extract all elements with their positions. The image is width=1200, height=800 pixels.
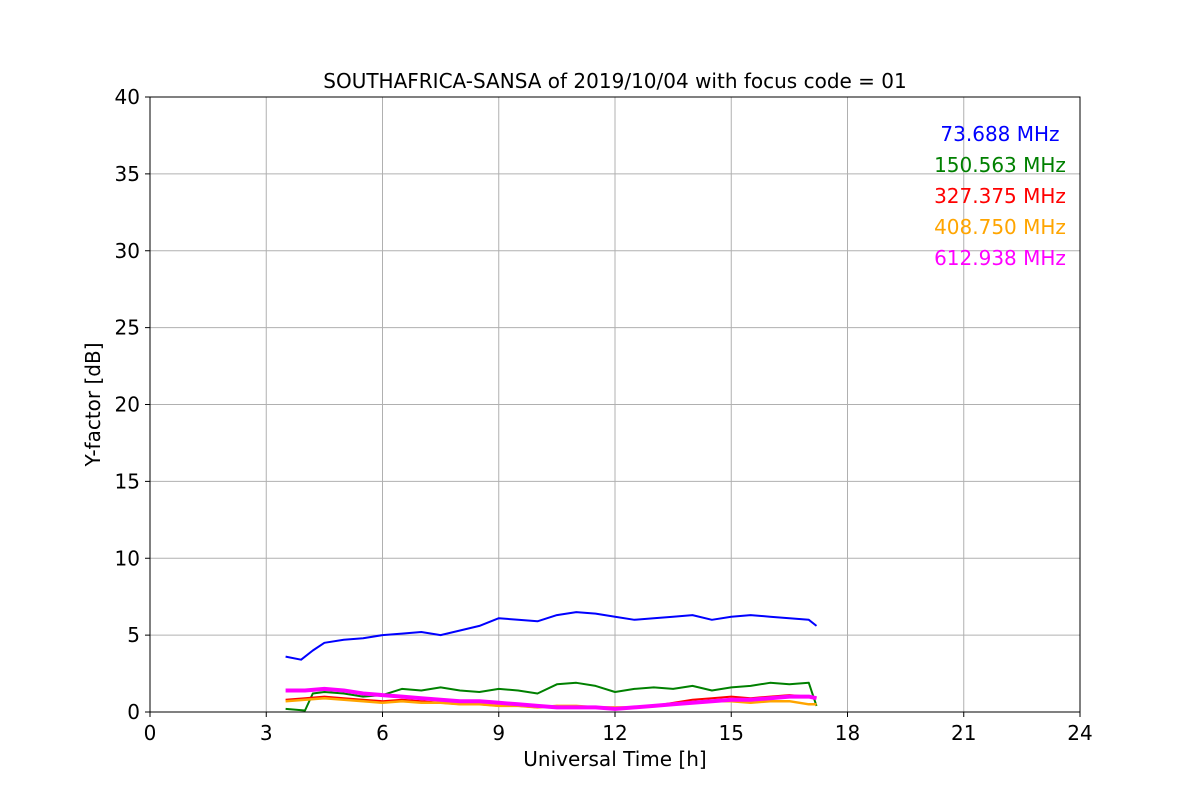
x-tick-label: 6 [376, 721, 389, 745]
y-tick-label: 20 [115, 393, 140, 417]
x-tick-label: 18 [835, 721, 860, 745]
series-line-2 [285, 681, 818, 712]
x-tick-label: 9 [492, 721, 505, 745]
legend-entry: 408.750 MHz [934, 215, 1066, 239]
series-line-5 [285, 686, 817, 711]
legend-entry: 150.563 MHz [934, 153, 1066, 177]
plot-lines [285, 611, 818, 712]
y-tick-label: 5 [127, 623, 140, 647]
x-tick-label: 3 [260, 721, 273, 745]
y-tick-label: 30 [115, 239, 140, 263]
axis-ticks: 0 3 6 9 12 15 18 21 24 0 5 10 15 20 25 30 35 40 [115, 85, 1093, 745]
y-tick-label: 40 [115, 85, 140, 109]
y-axis-label: Y-factor [dB] [81, 342, 105, 467]
legend: 73.688 MHz 150.563 MHz 327.375 MHz 408.750 … [934, 122, 1066, 270]
y-tick-label: 15 [115, 469, 140, 493]
y-tick-label: 25 [115, 316, 140, 340]
legend-entry: 327.375 MHz [934, 184, 1066, 208]
x-axis-label: Universal Time [h] [523, 747, 706, 771]
y-tick-label: 35 [115, 162, 140, 186]
y-tick-label: 0 [127, 700, 140, 724]
series-line-1 [285, 611, 818, 661]
legend-entry: 73.688 MHz [940, 122, 1059, 146]
x-tick-label: 12 [602, 721, 627, 745]
x-tick-label: 15 [719, 721, 744, 745]
legend-entry: 612.938 MHz [934, 246, 1066, 270]
x-tick-label: 21 [951, 721, 976, 745]
chart-title: SOUTHAFRICA-SANSA of 2019/10/04 with foc… [323, 69, 907, 93]
x-tick-label: 24 [1067, 721, 1092, 745]
y-tick-label: 10 [115, 546, 140, 570]
x-tick-label: 0 [144, 721, 157, 745]
